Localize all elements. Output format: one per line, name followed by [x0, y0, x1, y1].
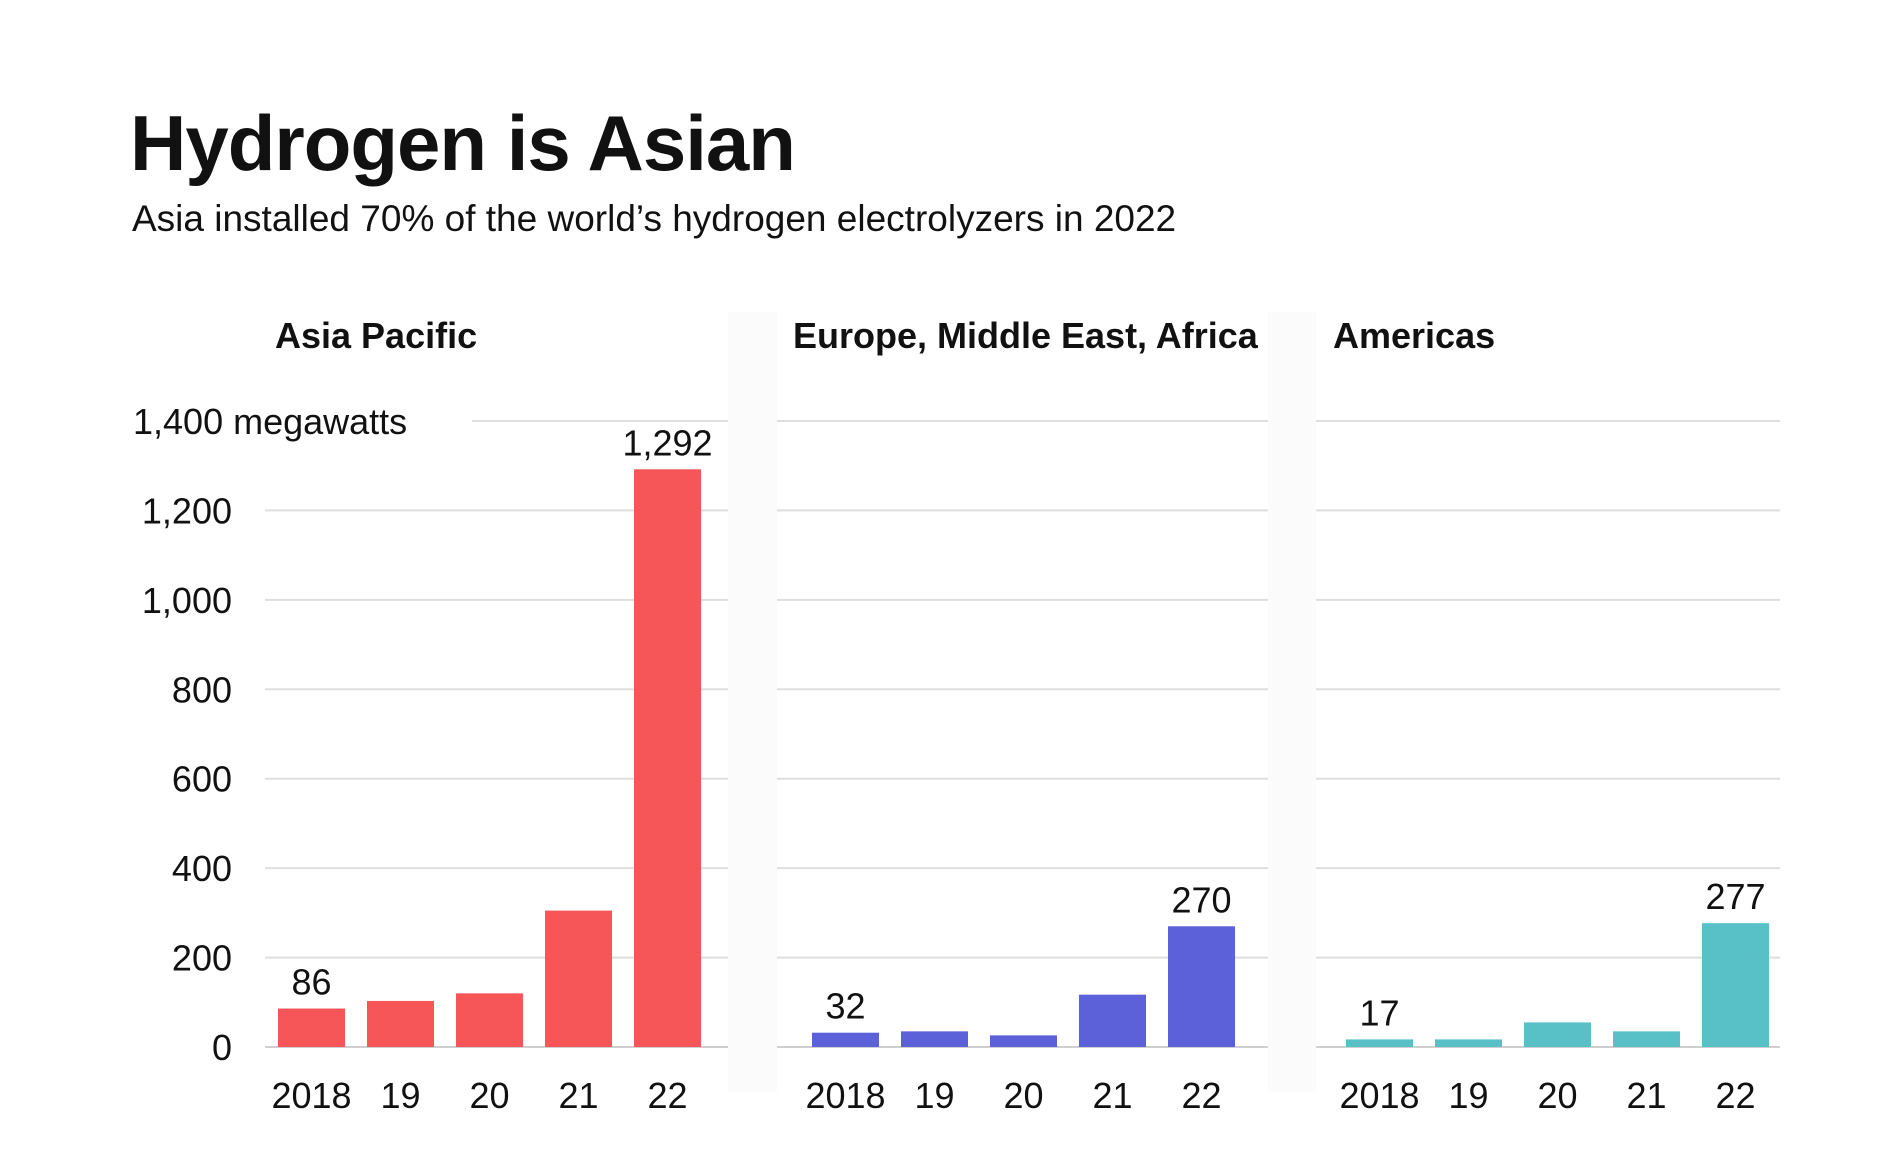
- bar-asia-pacific-20: [456, 993, 523, 1047]
- panel-title-americas: Americas: [1333, 315, 1495, 356]
- y-tick-label: 600: [172, 759, 232, 800]
- x-tick-label: 2018: [1339, 1075, 1419, 1116]
- panel-title-asia-pacific: Asia Pacific: [275, 315, 477, 356]
- data-label: 86: [291, 962, 331, 1003]
- y-tick-label: 200: [172, 938, 232, 979]
- x-tick-label: 2018: [271, 1075, 351, 1116]
- data-label: 17: [1359, 992, 1399, 1033]
- bar-europe-middle-east-africa-20: [990, 1035, 1057, 1047]
- x-tick-label: 2018: [805, 1075, 885, 1116]
- x-tick-label: 21: [558, 1075, 598, 1116]
- bar-americas-20: [1524, 1022, 1591, 1047]
- bar-asia-pacific-19: [367, 1000, 434, 1047]
- bar-europe-middle-east-africa-21: [1079, 994, 1146, 1047]
- bar-asia-pacific-2018: [278, 1008, 345, 1047]
- y-tick-label: 1,400 megawatts: [133, 401, 407, 442]
- x-tick-label: 22: [1181, 1075, 1221, 1116]
- x-tick-label: 19: [1448, 1075, 1488, 1116]
- x-tick-label: 22: [647, 1075, 687, 1116]
- x-tick-label: 22: [1715, 1075, 1755, 1116]
- bar-europe-middle-east-africa-22: [1168, 926, 1235, 1047]
- bar-asia-pacific-22: [634, 469, 701, 1047]
- chart-subtitle: Asia installed 70% of the world’s hydrog…: [132, 198, 1177, 239]
- chart-title: Hydrogen is Asian: [130, 99, 796, 187]
- bar-europe-middle-east-africa-19: [901, 1031, 968, 1047]
- bar-americas-19: [1435, 1039, 1502, 1047]
- y-tick-label: 800: [172, 669, 232, 710]
- x-tick-label: 19: [380, 1075, 420, 1116]
- panel-title-europe-middle-east-africa: Europe, Middle East, Africa: [793, 315, 1259, 356]
- y-tick-label: 1,200: [142, 490, 232, 531]
- bar-americas-21: [1613, 1031, 1680, 1047]
- x-tick-label: 21: [1626, 1075, 1666, 1116]
- y-tick-label: 400: [172, 848, 232, 889]
- x-tick-label: 20: [469, 1075, 509, 1116]
- x-tick-label: 21: [1092, 1075, 1132, 1116]
- y-tick-label: 0: [212, 1027, 232, 1068]
- panel-gutter-2: [1268, 312, 1316, 1092]
- x-tick-label: 20: [1537, 1075, 1577, 1116]
- data-label: 1,292: [622, 422, 712, 463]
- y-tick-label: 1,000: [142, 580, 232, 621]
- bar-asia-pacific-21: [545, 910, 612, 1047]
- x-tick-label: 20: [1003, 1075, 1043, 1116]
- bar-europe-middle-east-africa-2018: [812, 1032, 879, 1047]
- bar-americas-22: [1702, 923, 1769, 1047]
- panel-gutter-1: [728, 312, 777, 1092]
- data-label: 32: [825, 986, 865, 1027]
- x-tick-label: 19: [914, 1075, 954, 1116]
- data-label: 277: [1705, 876, 1765, 917]
- data-label: 270: [1171, 879, 1231, 920]
- bar-americas-2018: [1346, 1039, 1413, 1047]
